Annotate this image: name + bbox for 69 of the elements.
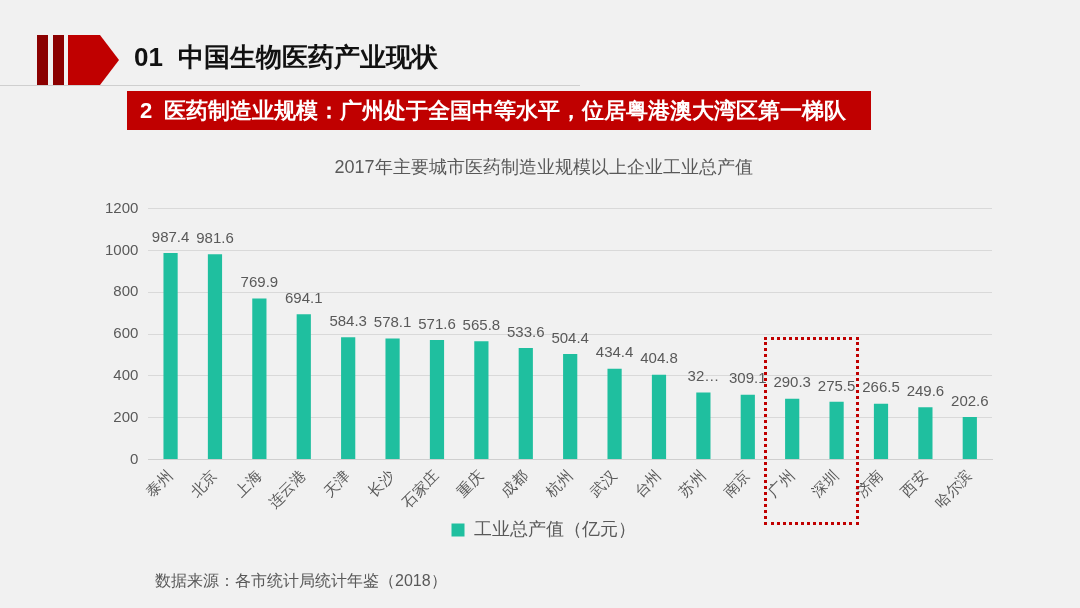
bar (785, 398, 800, 459)
x-tick-label: 长沙 (364, 466, 398, 501)
bar (252, 298, 267, 459)
text: 01 中国生物医药产业现状 (134, 41, 439, 74)
y-tick-label: 0 (130, 449, 139, 467)
data-label: 266.5 (862, 378, 900, 396)
data-label: 404.8 (640, 349, 678, 367)
data-label: 533.6 (507, 322, 545, 340)
y-tick-label: 600 (113, 324, 139, 342)
x-tick-label: 石家庄 (398, 466, 443, 511)
bar (873, 403, 889, 459)
bar (962, 417, 977, 459)
data-label: 434.4 (595, 343, 634, 361)
y-tick-label: 1000 (104, 240, 139, 258)
chart-title: 2017年主要城市医药制造业规模以上企业工业总产值 (334, 156, 753, 177)
bar (429, 339, 445, 459)
bar (385, 338, 400, 459)
x-tick-label: 苏州 (675, 466, 709, 501)
x-tick-label: 深圳 (808, 466, 842, 501)
bar (341, 337, 356, 459)
x-tick-label: 重庆 (453, 466, 487, 501)
bar (207, 254, 223, 459)
x-tick-label: 台州 (630, 466, 665, 501)
x-tick-label: 济南 (852, 466, 887, 501)
data-label: 981.6 (196, 228, 234, 246)
y-tick-label: 200 (113, 407, 139, 425)
x-tick-label: 上海 (231, 466, 265, 501)
data-label: 694.1 (285, 289, 323, 306)
x-tick-label: 天津 (319, 466, 354, 501)
data-label: 275.5 (817, 376, 856, 394)
data-label: 584.3 (329, 311, 367, 329)
x-tick-label: 杭州 (541, 466, 576, 501)
x-tick-label: 成都 (497, 466, 531, 501)
bar (740, 394, 755, 459)
x-tick-label: 西安 (897, 466, 931, 501)
data-label: 202.6 (951, 391, 989, 409)
x-tick-label: 武汉 (586, 466, 620, 501)
x-tick-label: 连云港 (264, 466, 309, 511)
data-label: 290.3 (773, 373, 811, 391)
bar (296, 314, 311, 459)
bar (696, 392, 711, 459)
y-tick-label: 400 (113, 365, 139, 383)
x-tick-label: 泰州 (142, 466, 176, 501)
x-tick-label: 北京 (186, 466, 221, 501)
bar (651, 374, 667, 459)
data-label: 578.1 (373, 313, 412, 331)
x-tick-label: 哈尔滨 (931, 466, 975, 511)
data-label: 249.6 (906, 381, 945, 399)
text: 2 医药制造业规模：广州处于全国中等水平，位居粤港澳大湾区第一梯队 (127, 91, 871, 130)
data-label: 32… (687, 367, 720, 385)
bar (607, 368, 622, 459)
x-tick-label: 南京 (719, 466, 753, 501)
data-label: 769.9 (240, 273, 279, 291)
y-tick-label: 1200 (104, 198, 139, 216)
data-label: 987.4 (151, 227, 190, 245)
data-label: 565.8 (462, 315, 501, 333)
bar (474, 341, 489, 459)
data-label: 571.6 (418, 314, 456, 332)
bar (918, 407, 933, 459)
x-tick-label: 广州 (764, 466, 798, 501)
data-label: 504.4 (551, 328, 589, 346)
y-tick-label: 800 (113, 282, 139, 300)
bar (163, 253, 178, 459)
data-label: 309.1 (729, 369, 767, 387)
source-note: 数据来源：各市统计局统计年鉴（2018） (155, 571, 447, 591)
legend-label: 工业总产值（亿元） (473, 518, 636, 539)
bar (563, 354, 578, 459)
bar (518, 347, 533, 459)
bar (829, 401, 844, 459)
